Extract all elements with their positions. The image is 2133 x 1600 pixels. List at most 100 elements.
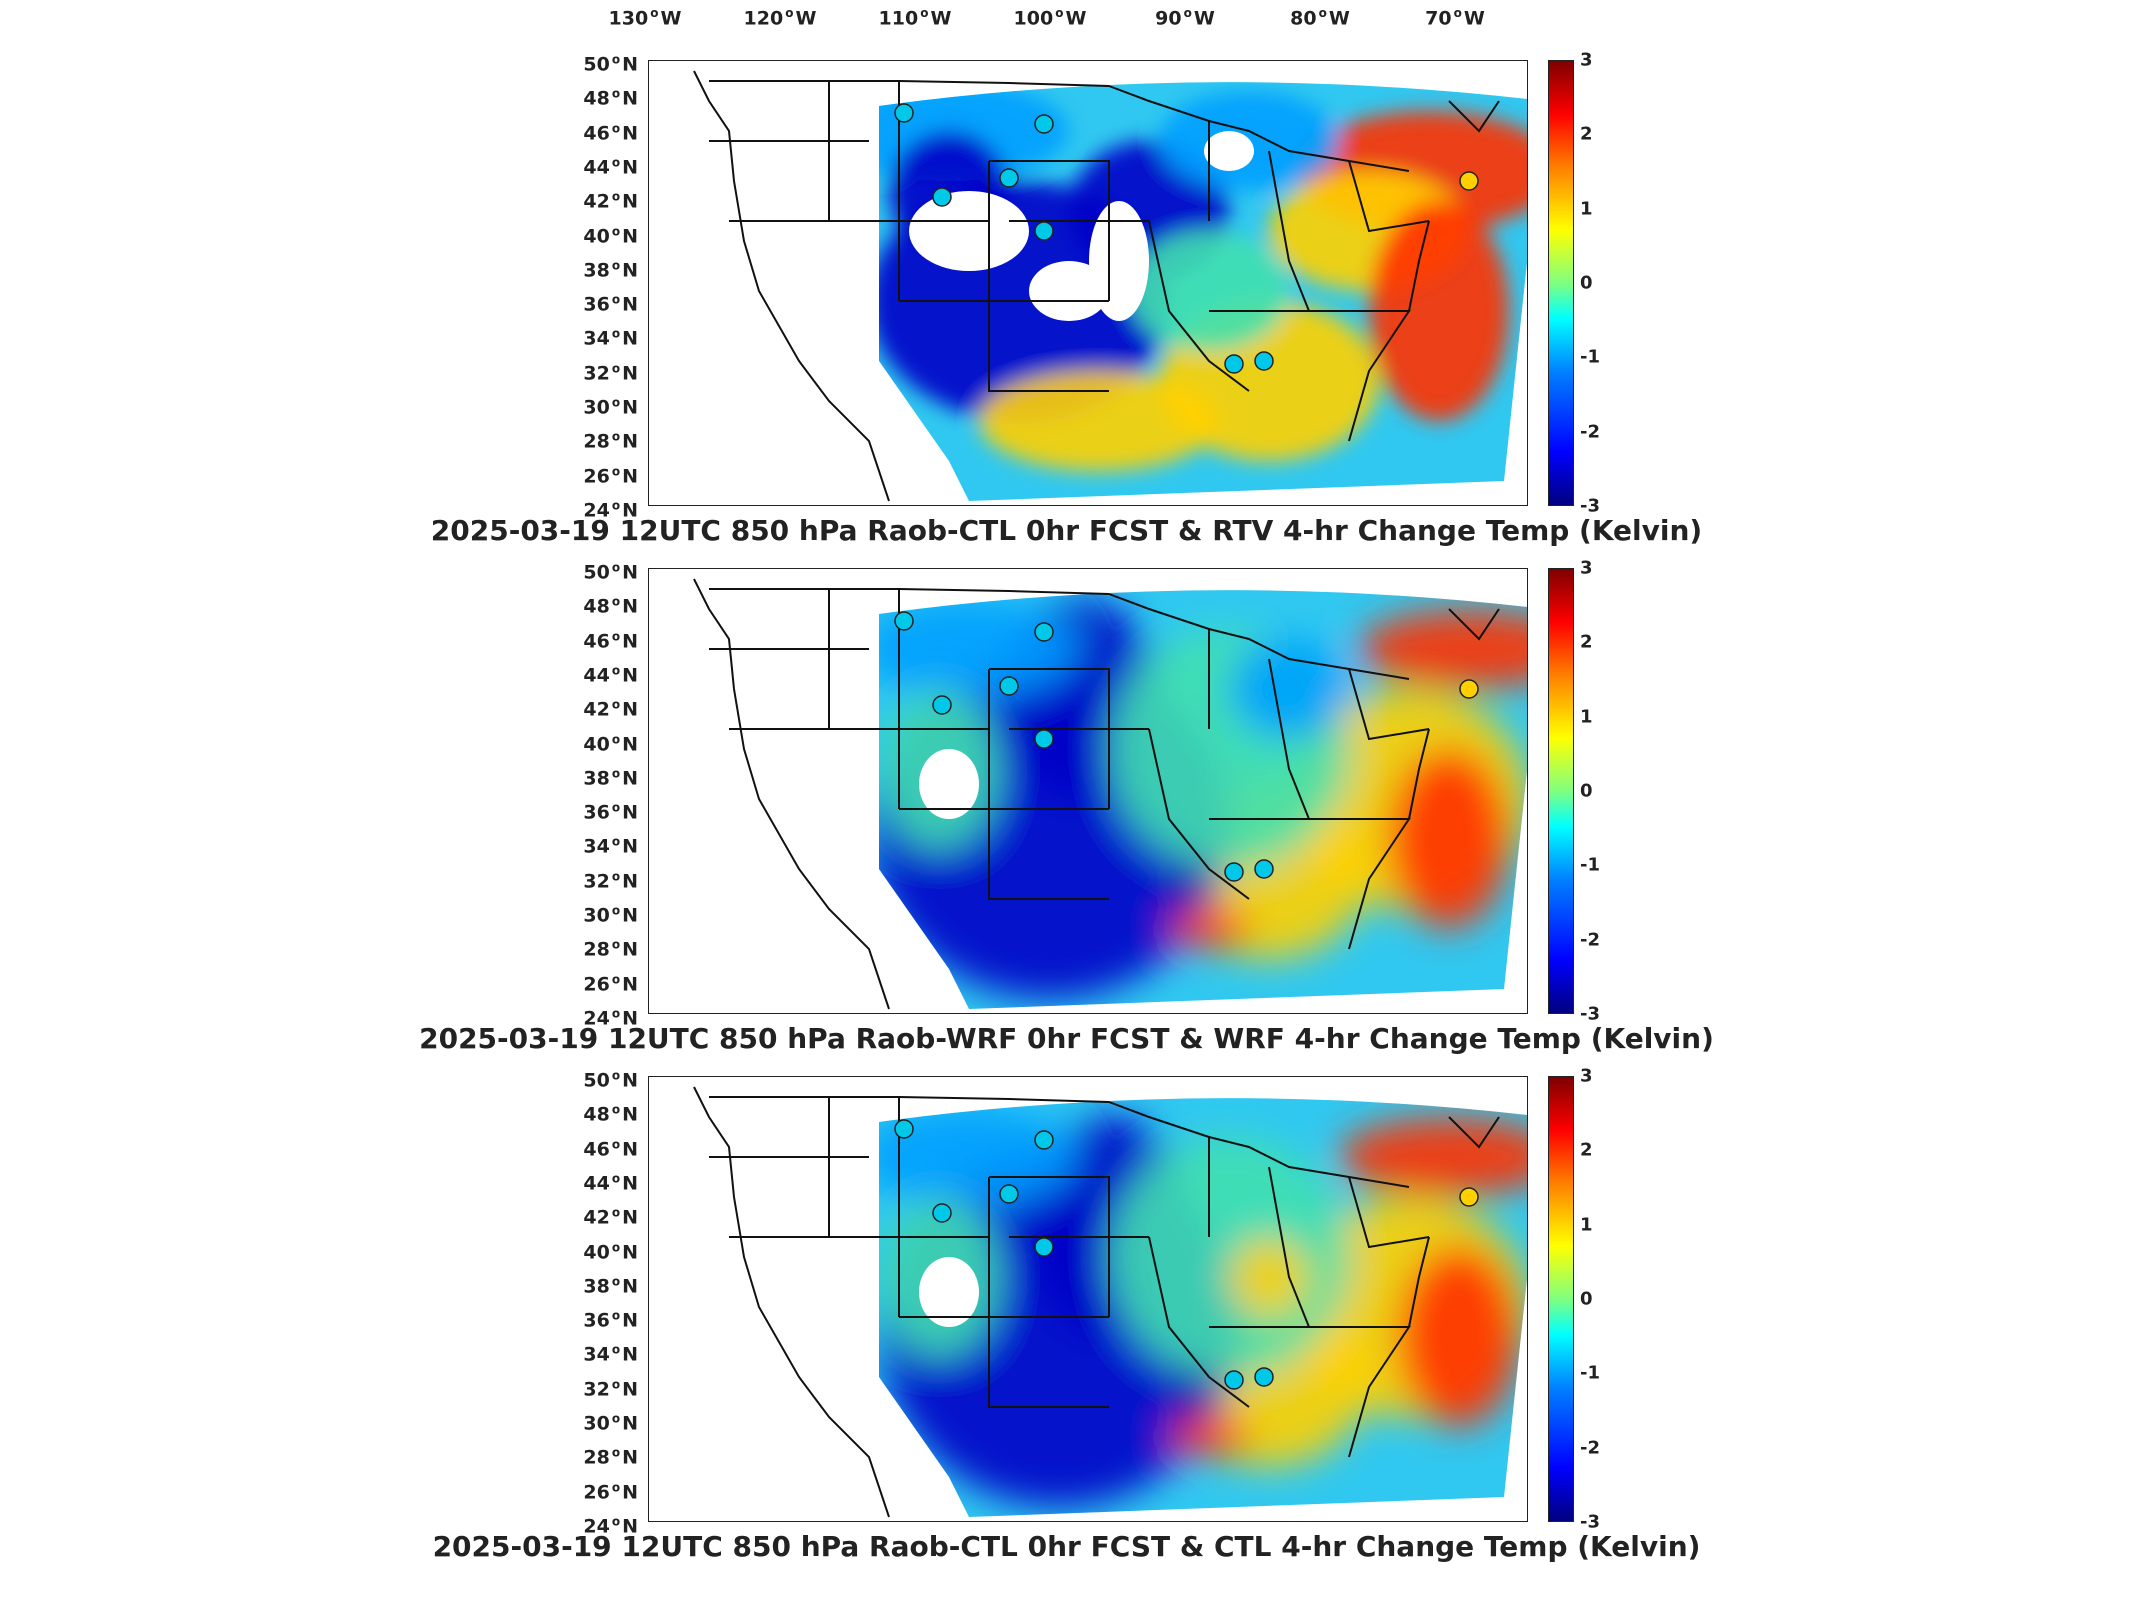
colorbar-tick-label: 2 [1580, 123, 1593, 145]
raob-station-marker [1254, 1367, 1274, 1387]
panel-title: 2025-03-19 12UTC 850 hPa Raob-CTL 0hr FC… [432, 1530, 1701, 1563]
temperature-blob [1169, 1417, 1249, 1457]
raob-station-marker [1034, 114, 1054, 134]
lat-tick: 46 o N [583, 1136, 638, 1161]
raob-station-marker [1254, 351, 1274, 371]
lat-tick: 28 o N [583, 1445, 638, 1470]
lat-tick: 32 o N [583, 1377, 638, 1401]
lat-tick: 44 o N [583, 663, 638, 687]
lat-tick: 48 o N [583, 594, 638, 618]
raob-station-marker [932, 695, 952, 715]
raob-station-marker [1034, 1130, 1054, 1150]
raob-station-marker [1034, 221, 1054, 241]
missing-data [1029, 261, 1109, 321]
raob-station-marker [1034, 622, 1054, 642]
raob-station-marker [1459, 679, 1479, 699]
lat-tick: 28 o N [583, 429, 638, 454]
boundary-line [693, 578, 890, 1010]
longitude-axis: 130 o W 120 o W 110 o W 100 o W 90 o W 80 o W 70 o W [0, 0, 2133, 50]
lat-tick: 40 o N [583, 223, 638, 248]
colorbar-tick-label: 1 [1580, 198, 1593, 220]
lon-tick: 70 o W [1425, 6, 1485, 30]
lat-tick: 42 o N [583, 697, 638, 721]
lat-tick: 50 o N [583, 560, 638, 584]
map-outlines [693, 1086, 1500, 1518]
temperature-blob [879, 599, 1079, 699]
boundary-line [709, 1096, 1110, 1103]
lat-tick: 32 o N [583, 869, 638, 893]
colorbar-tick-label: -3 [1580, 495, 1600, 517]
lat-tick: 44 o N [583, 1171, 638, 1195]
temperature-blob [1229, 1237, 1309, 1317]
lat-tick: 50 o N [583, 52, 638, 76]
lat-tick: 30 o N [583, 1411, 638, 1435]
colorbar-tick-label: 0 [1580, 272, 1593, 294]
raob-station-marker [894, 611, 914, 631]
colorbar-tick-label: 0 [1580, 1288, 1593, 1310]
lat-tick: 30 o N [583, 395, 638, 419]
lat-tick: 24 o N [583, 498, 638, 522]
panel-title: 2025-03-19 12UTC 850 hPa Raob-CTL 0hr FC… [430, 514, 1703, 547]
colorbar-tick-label: -1 [1580, 346, 1600, 368]
lat-tick: 30 o N [583, 903, 638, 927]
missing-data [1204, 131, 1254, 171]
raob-station-marker [1459, 1187, 1479, 1207]
raob-station-marker [1224, 1370, 1244, 1390]
boundary-line [988, 1176, 1149, 1408]
colorbar [1548, 1076, 1574, 1522]
colorbar-tick-label: 0 [1580, 780, 1593, 802]
boundary-line [1208, 629, 1430, 820]
lat-tick: 32 o N [583, 361, 638, 385]
lat-tick: 40 o N [583, 731, 638, 756]
colorbar-tick-label: 3 [1580, 1065, 1593, 1087]
lat-tick: 24 o N [583, 1514, 638, 1538]
colorbar [1548, 60, 1574, 506]
temperature-blob [879, 1107, 1079, 1207]
colorbar-tick-label: 2 [1580, 1139, 1593, 1161]
raob-station-marker [1224, 354, 1244, 374]
boundary-line [709, 1097, 1109, 1318]
temperature-blob [1169, 909, 1249, 949]
temperature-blob [1109, 1137, 1349, 1377]
lat-tick: 42 o N [583, 189, 638, 213]
colorbar-tick-label: -2 [1580, 929, 1600, 951]
lat-tick: 24 o N [583, 1006, 638, 1030]
temperature-field [879, 1098, 1527, 1517]
lon-tick: 110 o W [878, 6, 952, 30]
boundary-line [1208, 1137, 1430, 1328]
lat-tick: 26 o N [583, 1480, 638, 1504]
lon-tick: 80 o W [1290, 6, 1350, 30]
raob-station-marker [1224, 862, 1244, 882]
lat-tick: 46 o N [583, 628, 638, 653]
colorbar [1548, 568, 1574, 1014]
temperature-blob [1369, 201, 1509, 421]
lat-tick: 40 o N [583, 1239, 638, 1264]
missing-data [919, 749, 979, 819]
missing-data [1089, 201, 1149, 321]
lon-tick: 120 o W [743, 6, 817, 30]
temperature-map [648, 60, 1528, 506]
lat-tick: 36 o N [583, 1308, 638, 1332]
colorbar-tick-label: 3 [1580, 557, 1593, 579]
temperature-map [648, 568, 1528, 1014]
temperature-blob [1389, 749, 1509, 929]
raob-station-marker [999, 1184, 1019, 1204]
missing-data [909, 191, 1029, 271]
raob-station-marker [894, 103, 914, 123]
lat-tick: 38 o N [583, 258, 638, 282]
lat-tick: 34 o N [583, 326, 638, 351]
temperature-blob [1229, 639, 1349, 739]
boundary-line [1408, 608, 1500, 820]
lat-tick: 38 o N [583, 766, 638, 790]
boundary-line [709, 81, 1109, 302]
boundary-line [709, 589, 1109, 810]
colorbar-tick-label: 1 [1580, 1214, 1593, 1236]
lat-tick: 38 o N [583, 1274, 638, 1298]
temperature-field [879, 82, 1527, 501]
lat-tick: 26 o N [583, 972, 638, 996]
colorbar-tick-label: 1 [1580, 706, 1593, 728]
missing-data [919, 1257, 979, 1327]
map-canvas [693, 578, 1527, 1010]
boundary-line [988, 160, 1149, 392]
lat-tick: 34 o N [583, 834, 638, 859]
